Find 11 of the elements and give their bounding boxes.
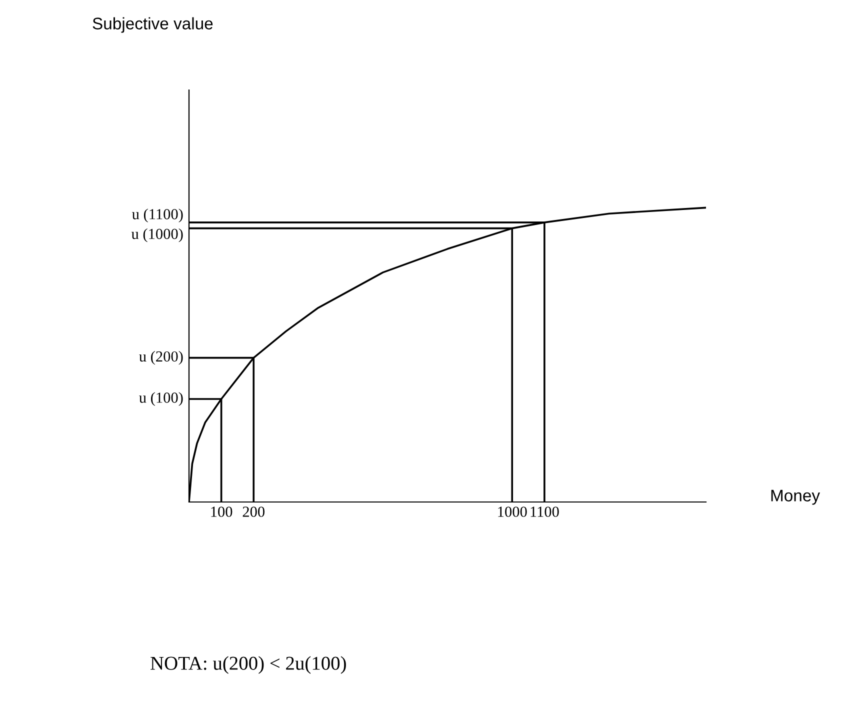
series-label: u (1100) — [132, 208, 183, 222]
x-tick-label: 1000 — [498, 506, 527, 517]
x-tick-label: 200 — [242, 506, 264, 517]
series-label: u (1000) — [131, 228, 183, 242]
series-label: u (100) — [139, 392, 183, 406]
text: Subjective value — [92, 17, 213, 33]
x-tick-label: 100 — [211, 506, 232, 517]
text: NOTA: u(200) < 2u(100) — [150, 656, 346, 674]
series-label: u (200) — [139, 350, 183, 365]
x-tick-label: 1100 — [530, 506, 559, 517]
x-axis-title: Money — [771, 490, 820, 505]
